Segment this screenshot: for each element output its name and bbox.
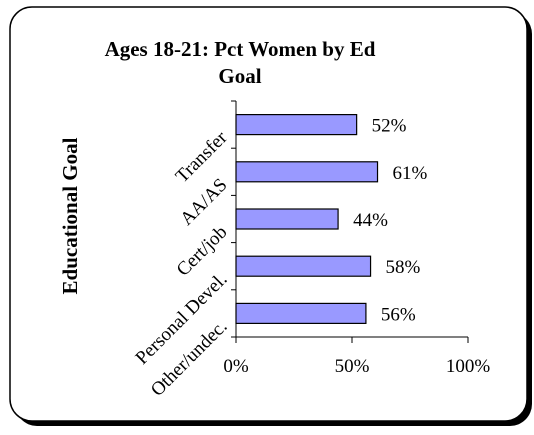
bar-value-label: 52% bbox=[372, 116, 407, 137]
bar-value-label: 44% bbox=[353, 210, 388, 231]
x-tick-label: 100% bbox=[446, 356, 491, 377]
y-axis-title: Educational Goal bbox=[58, 137, 82, 294]
x-tick-label: 50% bbox=[335, 356, 370, 377]
bar-cert-job bbox=[235, 208, 339, 230]
chart-title-line-2: Goal bbox=[218, 64, 261, 88]
bar-aa-as bbox=[235, 161, 379, 183]
bar-value-label: 61% bbox=[393, 163, 428, 184]
x-tick-label: 0% bbox=[223, 356, 249, 377]
bar-transfer bbox=[235, 113, 358, 136]
bar-personal-devel bbox=[235, 255, 372, 277]
chart-title-line-1: Ages 18-21: Pct Women by Ed bbox=[105, 37, 376, 61]
bar-other-undec bbox=[235, 302, 367, 324]
bar-value-label: 58% bbox=[386, 257, 421, 278]
bar-value-label: 56% bbox=[381, 304, 416, 325]
